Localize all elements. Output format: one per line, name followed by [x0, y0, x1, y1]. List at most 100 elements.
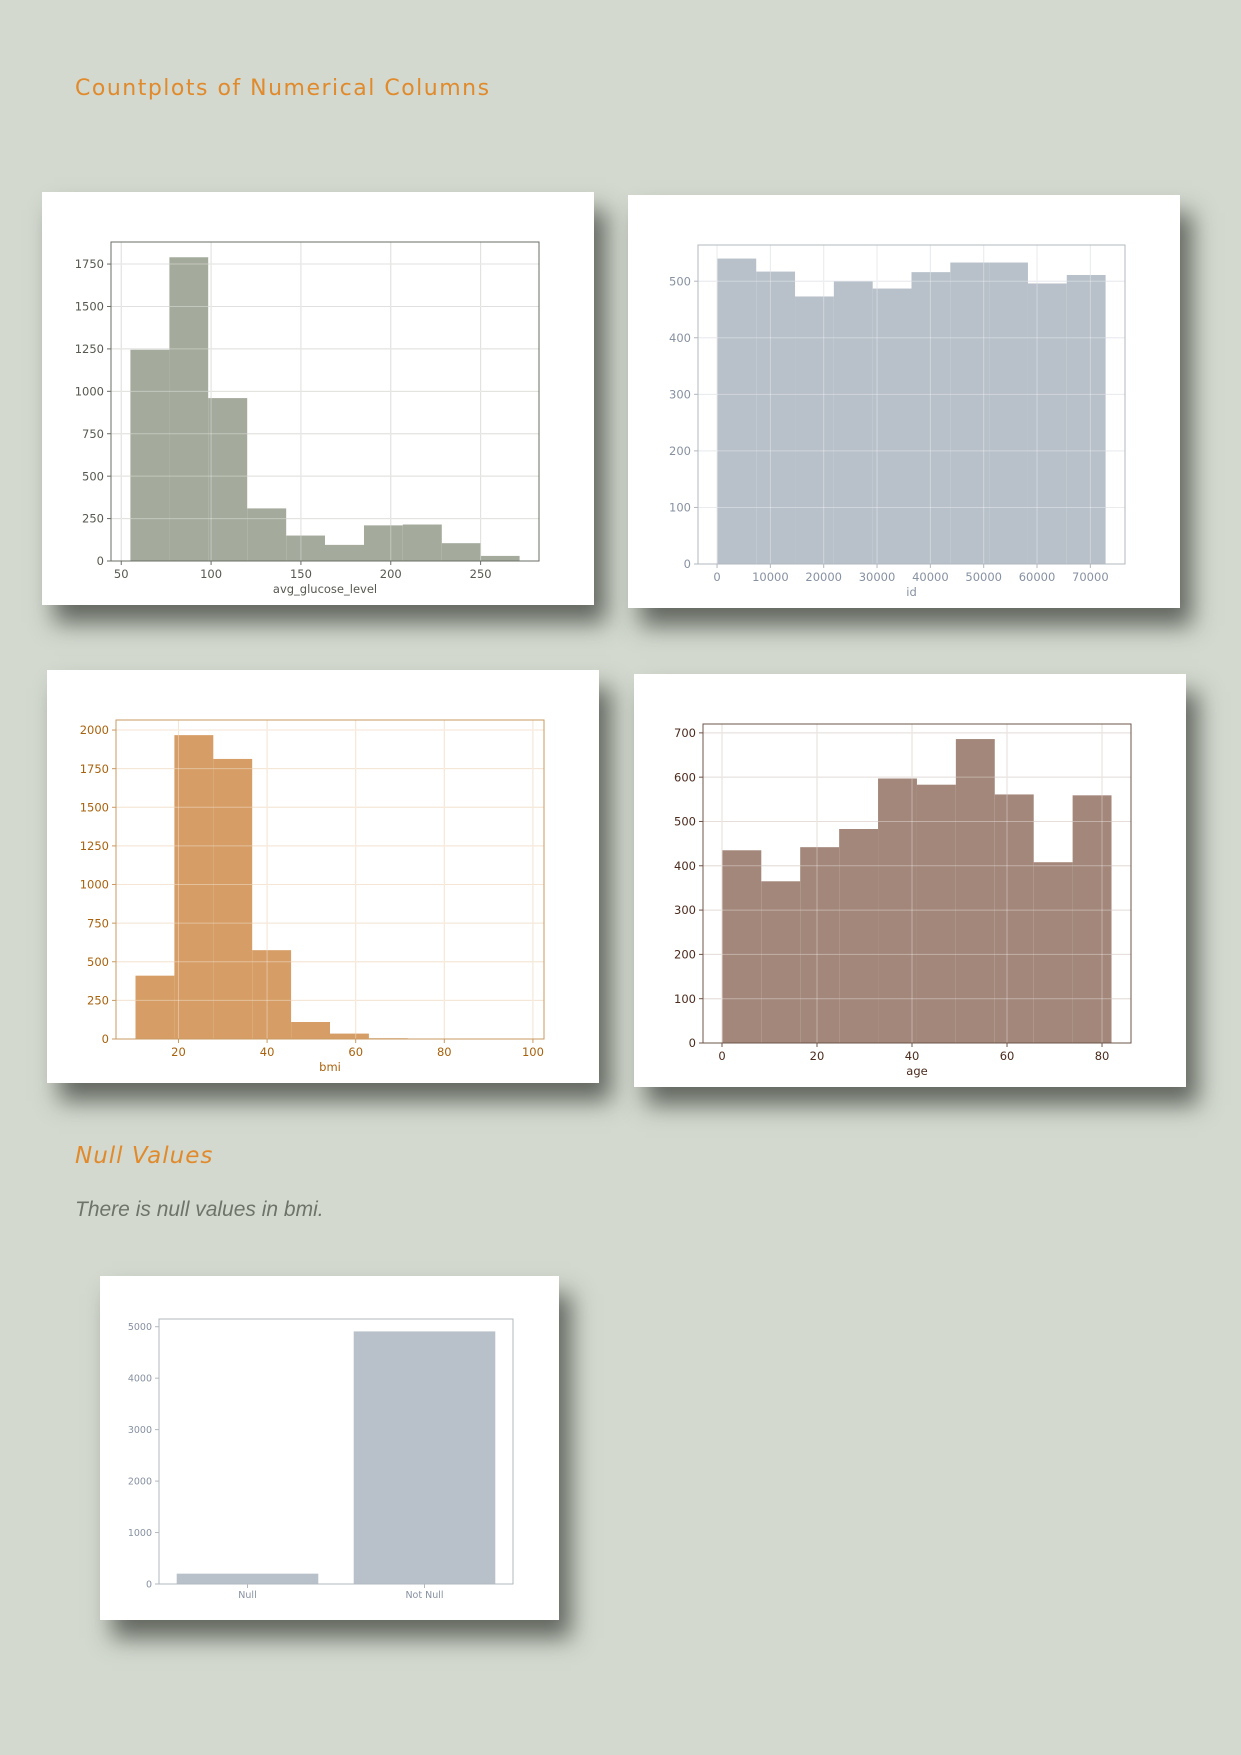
y-tick-label: 5000 [128, 1322, 152, 1333]
null-count-bar-chart: Null Not Null 0 1000 2000 3000 4000 5000 [128, 1318, 514, 1601]
x-tick-label: 70000 [1072, 570, 1109, 584]
y-tick-label: 1250 [80, 839, 109, 853]
histogram-bar [800, 847, 840, 1043]
histogram-bar [208, 398, 248, 561]
y-tick-label: 700 [674, 726, 696, 740]
x-tick-label: 250 [470, 567, 492, 581]
bmi-chart-card: 20 40 60 80 100 0 250 500 750 1000 1250 1500 1750 200… [47, 670, 599, 1083]
histogram-bar [839, 829, 879, 1043]
y-tick-label: 500 [674, 815, 696, 829]
x-tick-label: 200 [380, 567, 402, 581]
null-chart-card: Null Not Null 0 1000 2000 3000 4000 5000 [100, 1276, 559, 1620]
histogram-bar [717, 258, 757, 564]
x-tick-label: 20 [171, 1045, 186, 1059]
y-tick-label: 2000 [128, 1477, 152, 1488]
plot-frame [115, 719, 545, 1040]
histogram-bar [480, 555, 520, 561]
histogram-bar [872, 288, 912, 564]
x-tick-label: Not Null [405, 1590, 443, 1601]
histogram-bar [916, 784, 956, 1043]
y-tick-label: 1000 [75, 384, 104, 398]
y-tick-label: 0 [102, 1032, 109, 1046]
y-tick-label: 400 [674, 859, 696, 873]
x-axis-label: id [906, 585, 917, 599]
id-histogram: 0 10000 20000 30000 40000 50000 60000 70000 0 100… [669, 244, 1126, 599]
x-tick-label: 80 [1095, 1049, 1110, 1063]
plot-frame [110, 241, 540, 562]
histogram-bar [722, 850, 762, 1043]
x-tick-label: 10000 [752, 570, 789, 584]
y-tick-label: 100 [669, 501, 691, 515]
x-tick-label: 40 [905, 1049, 920, 1063]
x-tick-label: 100 [200, 567, 222, 581]
histogram-bar [833, 281, 873, 564]
x-tick-label: 40000 [912, 570, 949, 584]
y-tick-label: 500 [669, 274, 691, 288]
histogram-bar [878, 778, 917, 1043]
histogram-bar [1072, 795, 1112, 1043]
x-tick-label: 80 [437, 1045, 452, 1059]
histogram-bar [174, 735, 214, 1039]
histogram-bar [291, 1022, 330, 1039]
y-tick-label: 1250 [75, 342, 104, 356]
plot-frame [158, 1318, 514, 1585]
histogram-bar [756, 271, 796, 564]
y-tick-label: 200 [674, 948, 696, 962]
histogram-bar [441, 543, 481, 561]
plot-frame [702, 723, 1132, 1044]
null-values-description: There is null values in bmi. [75, 1198, 324, 1221]
x-tick-label: 60 [1000, 1049, 1015, 1063]
y-tick-label: 1000 [80, 878, 109, 892]
histogram-bar [950, 262, 990, 564]
histogram-bar [1027, 283, 1067, 564]
x-tick-label: 30000 [859, 570, 896, 584]
bar-not-null [353, 1331, 496, 1584]
plot-frame [697, 244, 1126, 565]
histogram-bar [955, 739, 995, 1043]
y-tick-label: 500 [82, 469, 104, 483]
y-tick-label: 0 [97, 554, 104, 568]
histogram-bar [761, 881, 801, 1043]
x-tick-label: 40 [260, 1045, 275, 1059]
x-tick-label: 0 [713, 570, 720, 584]
x-tick-label: 0 [718, 1049, 725, 1063]
histogram-bar [325, 544, 364, 561]
y-tick-label: 750 [82, 427, 104, 441]
histogram-bar [402, 524, 442, 561]
x-tick-label: 150 [290, 567, 312, 581]
histogram-bar [989, 262, 1028, 564]
y-tick-label: 750 [87, 916, 109, 930]
x-axis-label: age [906, 1064, 927, 1078]
y-tick-label: 0 [689, 1036, 696, 1050]
histogram-bar [247, 508, 287, 561]
y-tick-label: 4000 [128, 1374, 152, 1385]
x-tick-label: 20000 [805, 570, 842, 584]
y-tick-label: 1750 [80, 762, 109, 776]
histogram-bar [286, 535, 325, 561]
histogram-bar [169, 257, 209, 561]
y-tick-label: 300 [669, 387, 691, 401]
histogram-bar [135, 975, 175, 1039]
histogram-bar [911, 272, 951, 564]
y-tick-label: 600 [674, 770, 696, 784]
y-tick-label: 0 [684, 557, 691, 571]
x-tick-label: Null [238, 1590, 256, 1601]
x-tick-label: 60 [348, 1045, 363, 1059]
x-tick-label: 60000 [1019, 570, 1056, 584]
y-tick-label: 300 [674, 903, 696, 917]
histogram-bar [252, 950, 292, 1039]
glucose-chart-card: 50 100 150 200 250 0 250 500 750 1000 1250 1500 1750… [42, 192, 594, 605]
y-tick-label: 200 [669, 444, 691, 458]
histogram-bar [213, 758, 253, 1039]
y-tick-label: 250 [87, 994, 109, 1008]
y-tick-label: 1500 [80, 800, 109, 814]
x-tick-label: 50000 [965, 570, 1002, 584]
glucose-histogram: 50 100 150 200 250 0 250 500 750 1000 1250 1500 1750… [75, 241, 540, 596]
y-tick-label: 500 [87, 955, 109, 969]
y-tick-label: 1750 [75, 257, 104, 271]
y-tick-label: 250 [82, 512, 104, 526]
page-title: Countplots of Numerical Columns [75, 76, 491, 101]
y-tick-label: 1500 [75, 300, 104, 314]
y-tick-label: 3000 [128, 1425, 152, 1436]
histogram-bar [795, 296, 834, 564]
